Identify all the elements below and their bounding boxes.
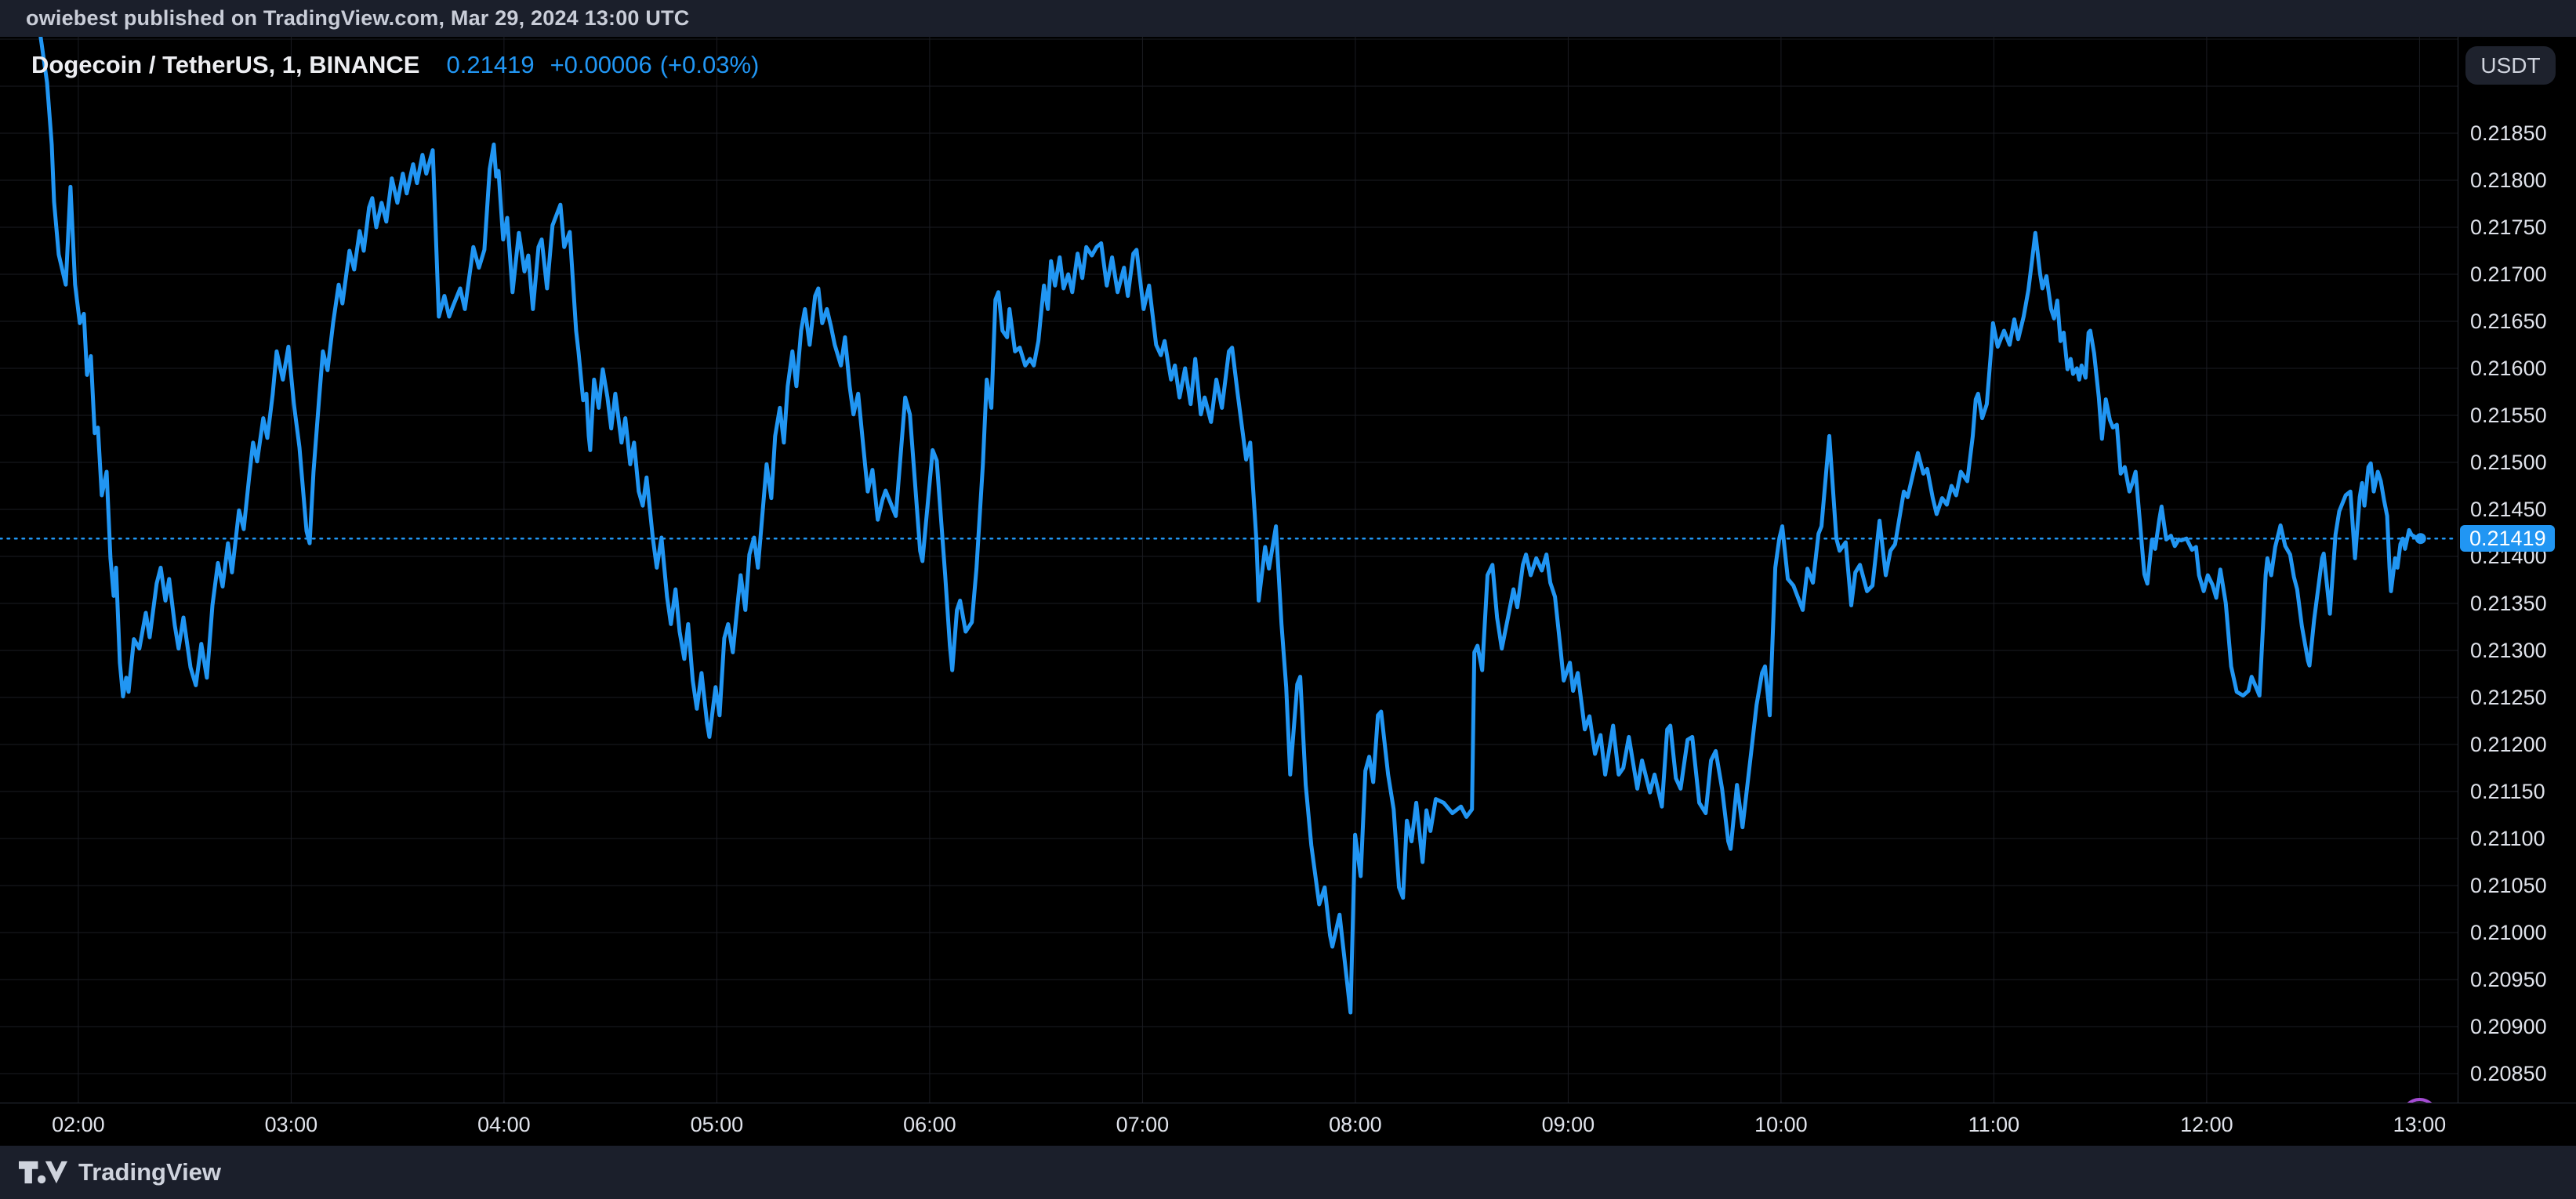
price-tick-label: 0.21300 xyxy=(2470,639,2547,663)
price-tick-label: 0.21100 xyxy=(2470,827,2545,851)
price-tick-label: 0.21350 xyxy=(2470,592,2547,616)
tradingview-logo-icon xyxy=(19,1161,67,1184)
price-tick-label: 0.21550 xyxy=(2470,404,2547,427)
chart-plot-area[interactable]: Dogecoin / TetherUS, 1, BINANCE 0.21419 … xyxy=(0,37,2458,1135)
time-tick-label: 13:00 xyxy=(2393,1113,2447,1136)
price-tick-label: 0.21250 xyxy=(2470,686,2547,710)
price-tick-label: 0.21050 xyxy=(2470,874,2547,898)
price-tick-label: 0.21700 xyxy=(2470,263,2547,286)
price-tick-label: 0.21500 xyxy=(2470,451,2547,475)
price-tick-label: 0.21600 xyxy=(2470,357,2547,380)
attribution-text: owiebest published on TradingView.com, M… xyxy=(26,6,690,30)
currency-toggle-button[interactable]: USDT xyxy=(2465,46,2556,85)
attribution-bar: owiebest published on TradingView.com, M… xyxy=(0,0,2576,37)
price-tick-label: 0.20950 xyxy=(2470,968,2547,992)
time-tick-label: 10:00 xyxy=(1754,1113,1808,1136)
time-tick-label: 06:00 xyxy=(903,1113,956,1136)
price-chart-canvas[interactable] xyxy=(0,37,2458,1103)
time-tick-label: 03:00 xyxy=(264,1113,318,1136)
time-tick-label: 08:00 xyxy=(1329,1113,1382,1136)
time-tick-label: 07:00 xyxy=(1116,1113,1170,1136)
time-tick-label: 05:00 xyxy=(690,1113,744,1136)
price-axis[interactable]: USDT 0.21850 0.21800 0.21750 0.21700 0.21650… xyxy=(2458,37,2576,1146)
price-tick-label: 0.21850 xyxy=(2470,121,2547,145)
time-tick-label: 02:00 xyxy=(52,1113,105,1136)
time-tick-label: 04:00 xyxy=(477,1113,531,1136)
price-line xyxy=(38,37,2423,1015)
price-tick-label: 0.20900 xyxy=(2470,1015,2547,1039)
price-tick-label: 0.21650 xyxy=(2470,310,2547,333)
last-price-badge: 0.21419 xyxy=(2460,525,2555,552)
last-price-badge-value: 0.21419 xyxy=(2469,526,2546,550)
footer-bar: TradingView xyxy=(0,1146,2576,1199)
price-tick-label: 0.21450 xyxy=(2470,498,2547,522)
time-tick-label: 12:00 xyxy=(2180,1113,2233,1136)
price-tick-label: 0.21800 xyxy=(2470,168,2547,192)
price-tick-label: 0.20850 xyxy=(2470,1062,2547,1086)
time-axis[interactable]: 02:00 03:00 04:00 05:00 06:00 07:00 08:00 09:00… xyxy=(0,1103,2576,1146)
time-tick-label: 11:00 xyxy=(1968,1113,2020,1136)
price-tick-label: 0.21750 xyxy=(2470,216,2547,239)
time-tick-label: 09:00 xyxy=(1541,1113,1595,1136)
price-tick-label: 0.21000 xyxy=(2470,921,2547,945)
price-tick-label: 0.21150 xyxy=(2470,780,2545,804)
tradingview-wordmark: TradingView xyxy=(78,1158,222,1186)
price-tick-label: 0.21200 xyxy=(2470,733,2547,757)
last-price-dot xyxy=(2415,533,2426,545)
